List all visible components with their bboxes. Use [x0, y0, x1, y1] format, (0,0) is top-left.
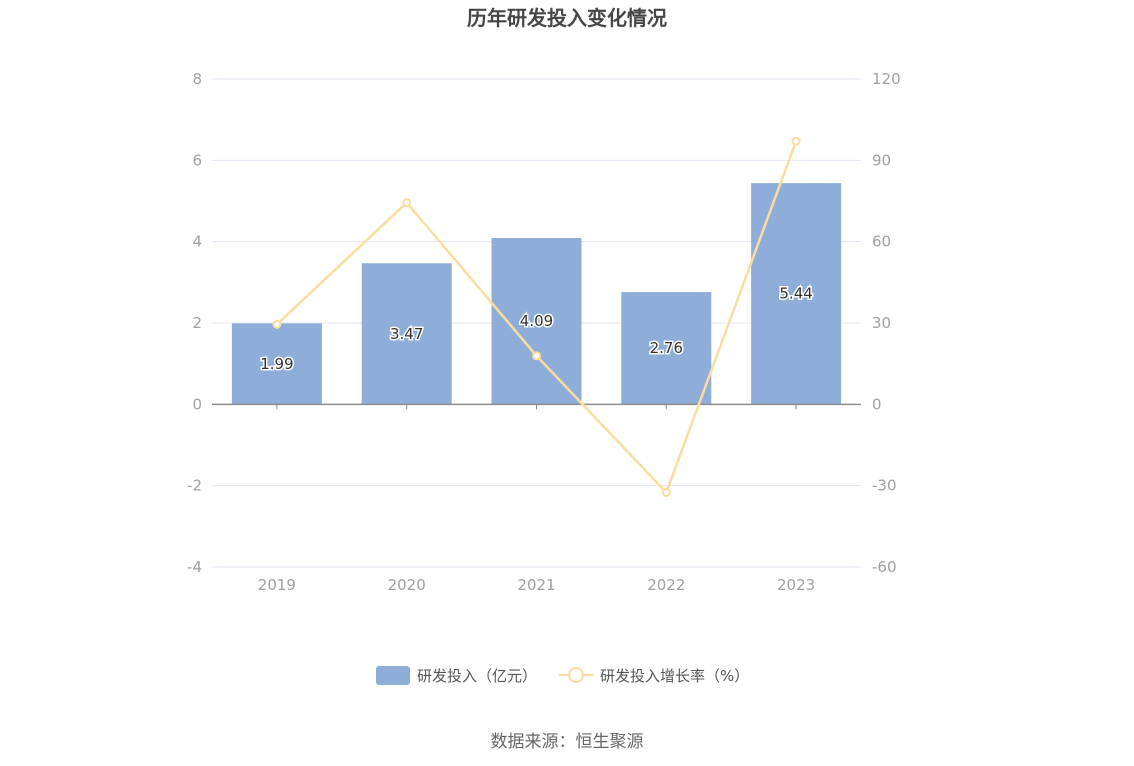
legend-item-bar[interactable]: 研发投入（亿元）: [376, 666, 537, 685]
line-point: [791, 136, 801, 146]
right-axis-tick-label: 90: [872, 151, 891, 169]
left-axis-tick-label: 0: [192, 395, 202, 413]
x-axis-tick-label: 2020: [388, 576, 426, 594]
x-axis-tick-label: 2022: [647, 576, 685, 594]
line-series: [272, 136, 801, 497]
left-axis-tick-label: 4: [192, 233, 202, 251]
line-point: [402, 198, 412, 208]
right-axis-ticks: 120 90 60 30 0 -30 -60: [872, 70, 901, 576]
bar: [231, 323, 322, 405]
data-source: 数据来源：恒生聚源: [491, 732, 644, 752]
legend-item-line[interactable]: 研发投入增长率（%）: [559, 667, 749, 685]
bar: [621, 292, 712, 405]
left-axis-tick-label: -2: [187, 477, 202, 495]
x-axis: [212, 403, 861, 410]
left-axis-tick-label: 6: [192, 151, 202, 169]
bar-value-label: 5.44: [779, 285, 812, 303]
left-axis-ticks: 8 6 4 2 0 -2 -4: [187, 70, 202, 576]
x-axis-tick-label: 2023: [777, 576, 815, 594]
legend-bar-swatch: [376, 666, 410, 685]
x-axis-tick-label: 2019: [258, 576, 296, 594]
right-axis-tick-label: -60: [872, 558, 897, 576]
bar-value-label: 4.09: [520, 312, 553, 330]
bar-value-label: 1.99: [260, 355, 293, 373]
legend[interactable]: 研发投入（亿元） 研发投入增长率（%）: [376, 666, 749, 685]
bar-series: [231, 183, 842, 405]
x-axis-tick-label: 2021: [517, 576, 555, 594]
left-axis-tick-label: 8: [192, 70, 202, 88]
line-point: [661, 487, 671, 497]
bar-value-label: 2.76: [650, 339, 683, 357]
legend-line-label: 研发投入增长率（%）: [600, 667, 749, 685]
line-point: [532, 351, 541, 361]
right-axis-tick-label: -30: [872, 477, 897, 495]
right-axis-tick-label: 120: [872, 70, 901, 88]
bar-value-label: 3.47: [390, 325, 423, 343]
chart-title: 历年研发投入变化情况: [467, 6, 667, 30]
right-axis-tick-label: 30: [872, 314, 891, 332]
bar-labels: 1.99 3.47 4.09 2.76 5.44: [259, 283, 815, 374]
left-axis-tick-label: 2: [192, 314, 202, 332]
bar: [361, 263, 452, 405]
left-axis-tick-label: -4: [187, 558, 202, 576]
right-axis-tick-label: 60: [872, 233, 891, 251]
line-point: [272, 319, 282, 329]
x-axis-ticks: 2019 2020 2021 2022 2023: [258, 576, 815, 594]
right-axis-tick-label: 0: [872, 395, 882, 413]
legend-line-marker: [568, 667, 584, 683]
legend-bar-label: 研发投入（亿元）: [417, 667, 537, 685]
